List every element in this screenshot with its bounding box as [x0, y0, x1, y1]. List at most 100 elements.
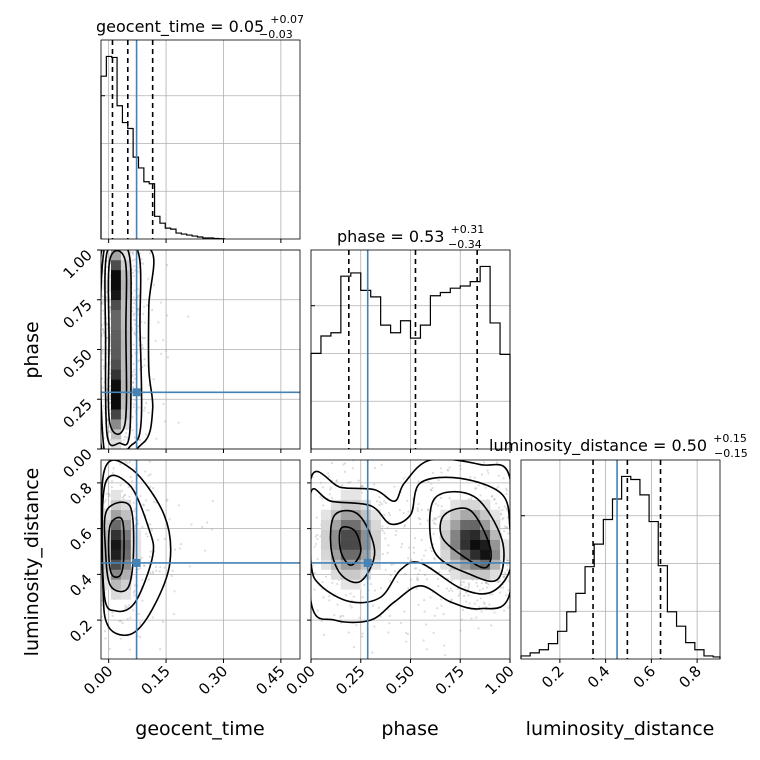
sample-point [343, 470, 347, 473]
sample-point [110, 242, 112, 244]
sample-point [448, 569, 451, 572]
scatter-panel-phase-vs-geocent_time: 0.00 0.25 0.50 0.75 1.00 [58, 159, 301, 481]
density-cell [120, 549, 132, 560]
sample-point [305, 626, 307, 628]
sample-point [124, 461, 127, 464]
sample-point [579, 498, 581, 500]
sample-point [137, 324, 140, 328]
sample-point [416, 578, 420, 581]
sample-point [101, 394, 105, 397]
sample-point [497, 580, 500, 583]
sample-point [108, 300, 112, 303]
sample-point [93, 329, 95, 331]
sample-point [534, 554, 536, 556]
sample-point [439, 496, 443, 499]
sample-point [126, 617, 129, 620]
hist-panel-phase [310, 249, 511, 453]
density-cell [480, 499, 491, 511]
sample-point [87, 319, 89, 321]
sample-point [403, 525, 406, 528]
sample-point [94, 561, 96, 563]
sample-point [373, 589, 377, 592]
sample-point [123, 438, 126, 441]
sample-point [134, 210, 136, 212]
sample-point [90, 502, 92, 504]
sample-point [121, 489, 124, 493]
density-cell [350, 559, 362, 570]
sample-point [96, 281, 98, 283]
sample-point [451, 589, 454, 593]
sample-point [537, 583, 539, 585]
contour-line [338, 526, 362, 567]
sample-point [432, 521, 436, 525]
sample-point [486, 582, 489, 585]
sample-point [92, 320, 94, 322]
sample-point [121, 244, 123, 246]
sample-point [381, 529, 384, 532]
sample-point [137, 568, 140, 571]
density-cell [110, 519, 122, 530]
sample-point [132, 265, 136, 268]
sample-point [137, 313, 140, 316]
sample-point [101, 452, 103, 454]
sample-point [101, 377, 104, 380]
title-luminosity-distance-plus: +0.15 [713, 432, 747, 445]
sample-point [116, 242, 118, 244]
sample-point [95, 159, 97, 161]
sample-point [58, 277, 60, 279]
density-cell [350, 569, 362, 580]
sample-point [277, 501, 279, 503]
sample-point [458, 592, 462, 595]
sample-point [110, 246, 112, 248]
sample-point [112, 242, 114, 244]
sample-point [344, 594, 348, 597]
sample-point [142, 312, 145, 315]
sample-point [102, 332, 106, 335]
sample-point [407, 587, 410, 590]
sample-point [549, 538, 551, 540]
sample-point [158, 570, 161, 573]
sample-point [79, 376, 81, 378]
sample-point [481, 587, 484, 590]
sample-point [433, 558, 436, 561]
density-cell [320, 509, 332, 520]
sample-point [328, 599, 331, 602]
density-cell [330, 509, 342, 520]
sample-point [177, 225, 179, 227]
sample-point [187, 315, 190, 318]
sample-point [339, 614, 342, 618]
sample-point [442, 612, 445, 616]
sample-point [145, 304, 149, 307]
sample-point [93, 247, 95, 249]
density-cell [110, 409, 122, 420]
sample-point [513, 587, 515, 589]
sample-point [132, 343, 135, 346]
sample-point [148, 460, 151, 463]
sample-point [484, 486, 487, 489]
sample-point [109, 227, 111, 229]
sample-point [302, 515, 304, 517]
sample-point [172, 612, 176, 616]
density-cell [110, 279, 122, 291]
sample-point [131, 480, 134, 483]
sample-point [92, 369, 94, 371]
sample-point [393, 570, 397, 573]
density-cell [330, 499, 342, 511]
sample-point [528, 578, 530, 580]
sample-point [415, 578, 419, 581]
sample-point [477, 627, 480, 630]
density-cell [110, 589, 122, 600]
sample-point [133, 258, 136, 261]
sample-point [101, 358, 104, 361]
density-cell [460, 559, 471, 570]
sample-point [159, 648, 162, 651]
sample-point [403, 573, 407, 576]
panel-plot-area [277, 454, 581, 659]
sample-point [488, 603, 491, 606]
density-cell [500, 549, 510, 560]
sample-point [436, 607, 439, 610]
sample-point [329, 486, 333, 489]
sample-point [388, 454, 390, 456]
sample-point [109, 396, 112, 399]
